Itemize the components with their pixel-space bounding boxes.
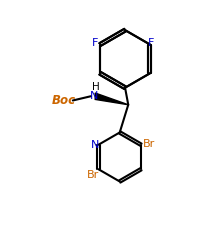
Text: Boc: Boc bbox=[52, 94, 76, 107]
Text: N: N bbox=[90, 91, 98, 101]
Text: F: F bbox=[92, 38, 98, 48]
Text: N: N bbox=[91, 140, 99, 150]
Polygon shape bbox=[95, 93, 128, 105]
Text: Br: Br bbox=[87, 170, 99, 179]
Text: F: F bbox=[148, 38, 154, 48]
Text: H: H bbox=[92, 82, 100, 92]
Text: Br: Br bbox=[143, 139, 155, 149]
